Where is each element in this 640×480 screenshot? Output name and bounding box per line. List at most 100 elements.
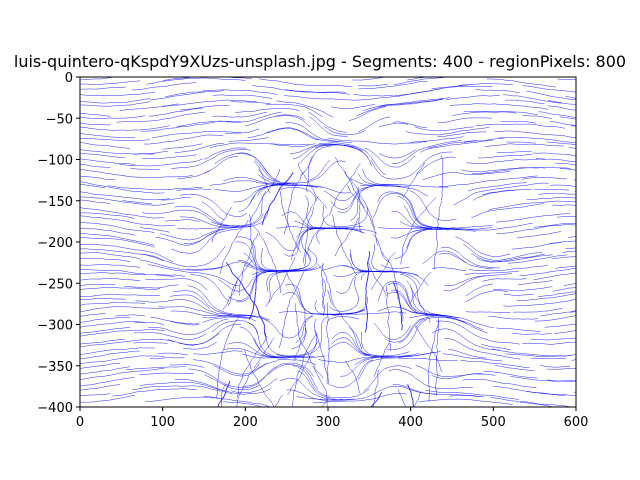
contour-segment [80, 87, 126, 90]
contour-segment [279, 377, 343, 400]
contour-segment [80, 115, 146, 119]
contour-segment [203, 147, 247, 160]
contour-segment [223, 347, 287, 359]
contour-segment [283, 169, 307, 235]
contour-segment [186, 261, 255, 270]
contour-segment [80, 272, 146, 276]
contour-segment [281, 211, 363, 234]
contour-segment [80, 264, 141, 268]
contour-segment [292, 143, 364, 160]
contour-segment [193, 350, 244, 355]
contour-segment [530, 337, 576, 341]
contour-segment [331, 103, 376, 109]
contour-segment [287, 341, 318, 396]
contour-segment [463, 243, 543, 261]
contour-segment [410, 286, 431, 323]
contour-segment [496, 327, 541, 332]
contour-segment [80, 77, 116, 81]
contour-segment [468, 264, 548, 271]
contour-segment [80, 191, 170, 201]
contour-segment [236, 335, 268, 398]
contour-segment [332, 332, 369, 356]
contour-segment [124, 284, 179, 289]
contour-segment [217, 380, 231, 407]
contour-segment [422, 171, 511, 181]
contour-segment [291, 327, 306, 350]
contour-segment [555, 265, 576, 269]
contour-segment [408, 136, 464, 144]
contour-segment [353, 94, 394, 97]
contour-segment [177, 209, 269, 230]
contour-segment [80, 338, 175, 347]
contour-segment [437, 131, 487, 138]
contour-segment [174, 143, 224, 153]
contour-segment [192, 359, 268, 375]
contour-segment [80, 368, 165, 380]
contour-segment [360, 271, 397, 281]
contour-segment [171, 149, 251, 169]
contour-segment [316, 227, 349, 245]
contour-segment [80, 366, 130, 375]
contour-segment [135, 299, 232, 315]
contour-segment [501, 121, 536, 124]
contour-segment [285, 283, 366, 315]
contour-segment [224, 128, 260, 134]
contour-segment [418, 398, 513, 405]
contour-segment [444, 338, 521, 360]
contour-segment [252, 84, 347, 93]
contour-segment [80, 112, 111, 117]
contour-segment [557, 78, 576, 81]
contour-segment [80, 122, 111, 126]
contour-segment [80, 232, 155, 246]
contour-segment [440, 246, 500, 269]
contour-segment [149, 357, 185, 359]
contour-segment [238, 184, 318, 213]
contour-segment [171, 228, 242, 254]
contour-segment [327, 342, 367, 357]
contour-segment [447, 348, 487, 359]
contour-segment [253, 338, 315, 358]
contour-segment [177, 169, 211, 180]
contour-segment [80, 327, 131, 334]
contour-segment [505, 353, 576, 357]
contour-segment [357, 186, 361, 232]
contour-segment [406, 280, 454, 318]
contour-segment [130, 168, 161, 170]
contour-segment [188, 366, 277, 389]
plot-area [80, 77, 576, 407]
contour-segment [513, 308, 563, 313]
y-tick-label: 0 [65, 71, 73, 86]
contour-segment [380, 264, 410, 270]
contour-segment [399, 273, 441, 315]
y-tick-label: −350 [37, 360, 73, 375]
contour-segment [162, 77, 252, 81]
contour-segment [202, 316, 247, 323]
contour-segment [357, 351, 441, 381]
contour-segment [223, 401, 263, 407]
y-tick-label: −300 [37, 319, 73, 334]
contour-segment [483, 370, 538, 379]
contour-segment [112, 388, 197, 397]
contour-segment [155, 274, 185, 277]
contour-segment [312, 366, 328, 407]
contour-segment [283, 95, 349, 101]
contour-segment [547, 379, 576, 383]
contour-segment [139, 382, 233, 395]
contour-segment [443, 275, 486, 292]
contour-segment [145, 278, 207, 291]
contour-segment [547, 105, 576, 111]
contour-segment [292, 332, 318, 407]
contour-segment [169, 294, 211, 309]
contour-segment [298, 370, 370, 399]
contour-segment [148, 264, 240, 286]
contour-segment [170, 310, 269, 322]
contour-segment [407, 77, 428, 81]
contour-segment [278, 296, 369, 315]
contour-segment [414, 391, 422, 407]
contour-segment [486, 78, 556, 88]
contour-segment [212, 111, 267, 118]
contour-segment [261, 314, 313, 339]
contour-segment [431, 267, 467, 271]
contour-segment [80, 158, 136, 165]
contour-segment [303, 215, 329, 267]
